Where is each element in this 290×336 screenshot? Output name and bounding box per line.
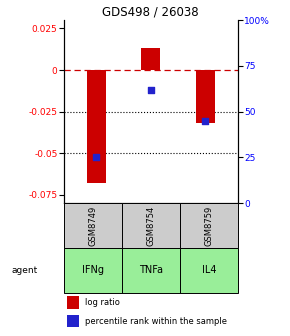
Bar: [122, 248, 180, 293]
Text: IFNg: IFNg: [82, 265, 104, 275]
Bar: [180, 203, 238, 248]
Bar: [64, 203, 122, 248]
Text: agent: agent: [11, 266, 38, 275]
Text: GSM8749: GSM8749: [88, 205, 97, 246]
Text: IL4: IL4: [202, 265, 216, 275]
Point: [203, 118, 208, 124]
Bar: [67, 296, 79, 309]
Title: GDS498 / 26038: GDS498 / 26038: [102, 6, 199, 19]
Bar: [180, 248, 238, 293]
Point: [148, 87, 153, 92]
Bar: [122, 203, 180, 248]
Text: GSM8754: GSM8754: [146, 205, 155, 246]
Text: GSM8759: GSM8759: [204, 205, 213, 246]
Text: log ratio: log ratio: [85, 298, 119, 307]
Bar: [87, 70, 106, 183]
Bar: [141, 48, 160, 70]
Text: percentile rank within the sample: percentile rank within the sample: [85, 317, 227, 326]
Bar: [64, 248, 122, 293]
Text: TNFa: TNFa: [139, 265, 163, 275]
Bar: [196, 70, 215, 123]
Point: [94, 155, 99, 160]
Bar: [67, 314, 79, 328]
